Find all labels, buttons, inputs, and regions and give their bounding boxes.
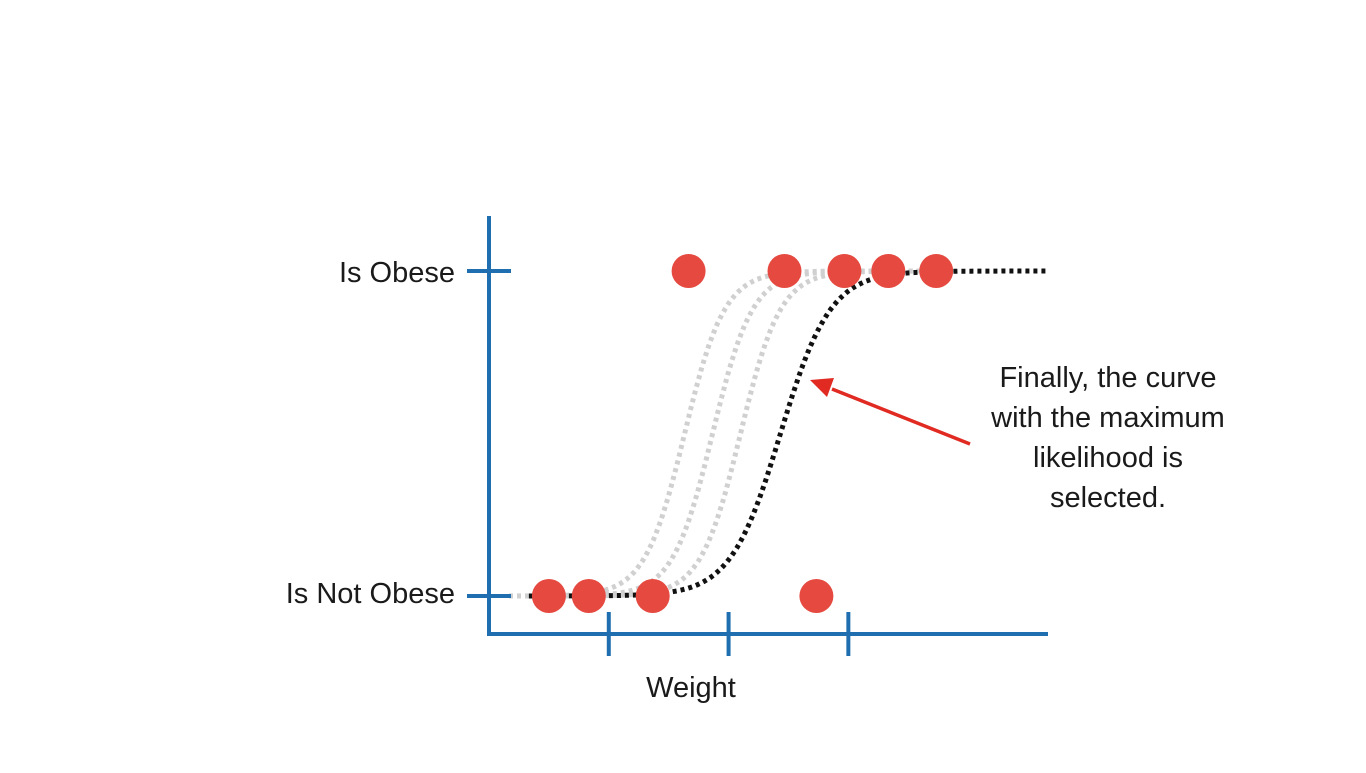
y-tick-label-obese: Is Obese [339, 257, 455, 289]
not-obese-point-2 [571, 579, 606, 613]
annotation-line-2: with the maximum [990, 402, 1225, 434]
not-obese-point-3 [635, 579, 670, 613]
not-obese-point-4 [799, 579, 834, 613]
annotation-arrow-shaft [831, 387, 971, 446]
y-tick-label-not-obese: Is Not Obese [286, 578, 455, 610]
obese-point-9 [919, 254, 954, 288]
candidate-curve-2 [509, 268, 937, 599]
obese-point-5 [671, 254, 706, 288]
labels-layer: Is Not Obese Is Obese Weight [286, 257, 736, 704]
axes-layer [467, 216, 1048, 656]
obese-point-7 [827, 254, 862, 288]
annotation-line-3: likelihood is [1033, 442, 1183, 474]
curves-layer [508, 268, 1048, 599]
annotation-line-1: Finally, the curve [999, 362, 1216, 394]
selected-curve [528, 268, 1048, 599]
points-layer [531, 254, 954, 613]
annotation-layer: Finally, the curve with the maximum like… [810, 362, 1225, 514]
obese-point-8 [871, 254, 906, 288]
candidate-curve-3 [509, 268, 937, 599]
obese-point-6 [767, 254, 802, 288]
not-obese-point-1 [531, 579, 566, 613]
x-axis-label: Weight [646, 672, 736, 704]
annotation-line-4: selected. [1050, 482, 1166, 514]
annotation-arrow-head [810, 378, 834, 397]
candidate-curve-1 [508, 268, 937, 599]
